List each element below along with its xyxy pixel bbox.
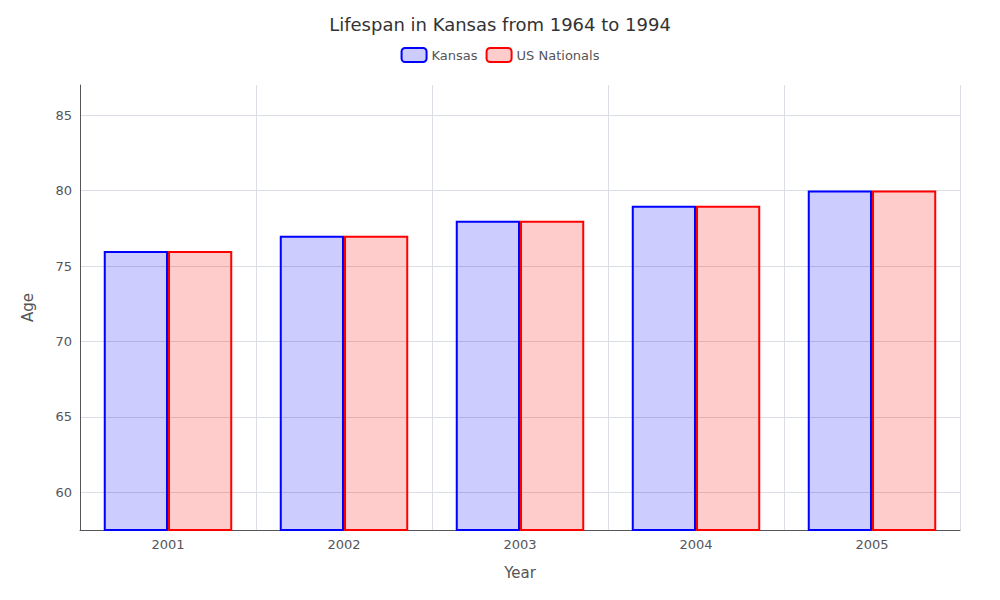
svg-text:80: 80 — [55, 183, 72, 198]
svg-text:Age: Age — [19, 293, 37, 322]
svg-text:2004: 2004 — [679, 537, 712, 552]
svg-text:Lifespan in Kansas from 1964 t: Lifespan in Kansas from 1964 to 1994 — [329, 14, 671, 35]
svg-text:85: 85 — [55, 108, 72, 123]
svg-text:65: 65 — [55, 409, 72, 424]
svg-text:2005: 2005 — [855, 537, 888, 552]
svg-text:US Nationals: US Nationals — [517, 48, 600, 63]
svg-text:Year: Year — [503, 564, 537, 582]
svg-text:60: 60 — [55, 485, 72, 500]
svg-text:2003: 2003 — [503, 537, 536, 552]
svg-text:70: 70 — [55, 334, 72, 349]
svg-text:2001: 2001 — [151, 537, 184, 552]
svg-text:Kansas: Kansas — [432, 48, 478, 63]
svg-text:2002: 2002 — [327, 537, 360, 552]
svg-text:75: 75 — [55, 259, 72, 274]
